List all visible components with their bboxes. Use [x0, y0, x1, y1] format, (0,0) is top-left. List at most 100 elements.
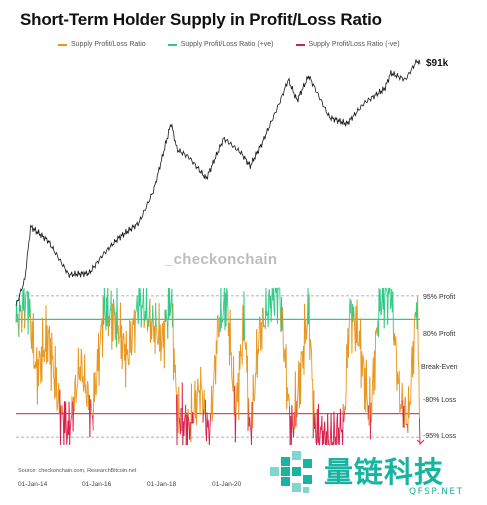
- ratio-segment: [395, 336, 397, 349]
- ratio-segment: [263, 324, 266, 327]
- ratio-segment: [131, 325, 134, 350]
- ratio-segment: [291, 405, 293, 423]
- ratio-segment: [80, 348, 83, 356]
- logo-chinese-text: 量链科技: [324, 455, 445, 489]
- ratio-segment: [94, 371, 97, 395]
- ratio-segment: [253, 394, 256, 402]
- ratio-segment: [211, 402, 214, 422]
- ratio-segment: [319, 435, 321, 446]
- chart-title: Short-Term Holder Supply in Profit/Loss …: [20, 10, 382, 29]
- ratio-segment: [413, 329, 415, 375]
- ratio-segment: [258, 316, 260, 337]
- ratio-segment: [243, 291, 245, 340]
- legend-swatch-positive: [167, 43, 177, 46]
- ratio-segment: [345, 390, 347, 411]
- ratio-segment: [152, 305, 154, 325]
- ratio-segment: [306, 323, 308, 333]
- ratio-segment: [118, 337, 120, 344]
- ratio-segment: [139, 287, 142, 302]
- ratio-segment: [385, 287, 387, 291]
- ratio-segment: [186, 409, 189, 446]
- ratio-segment: [214, 355, 216, 358]
- ratio-segment: [70, 415, 72, 423]
- ratio-segment: [210, 413, 212, 416]
- legend-label-positive: Supply Profit/Loss Ratio (+ve): [180, 41, 274, 48]
- ratio-segment: [417, 296, 419, 359]
- ratio-segment: [209, 415, 211, 430]
- ratio-segment: [178, 386, 180, 418]
- ratio-segment: [409, 397, 412, 406]
- ratio-segment: [29, 314, 32, 339]
- ratio-segment: [257, 336, 260, 354]
- ratio-segment: [404, 396, 406, 399]
- ratio-segment: [90, 400, 93, 409]
- ratio-segment: [353, 306, 355, 318]
- ratio-segment: [85, 384, 87, 404]
- ratio-segment: [200, 385, 203, 389]
- ratio-segment: [380, 300, 383, 315]
- ratio-segment: [71, 395, 74, 402]
- legend-swatch-negative: [295, 43, 305, 46]
- ratio-segment: [135, 305, 138, 312]
- ratio-segment: [25, 292, 27, 295]
- ratio-segment: [201, 388, 203, 395]
- ratio-segment: [405, 397, 407, 425]
- ratio-segment: [222, 301, 225, 314]
- ratio-segment: [238, 350, 240, 420]
- ratio-segment: [259, 316, 261, 320]
- ratio-segment: [69, 422, 72, 430]
- ratio-segment: [119, 336, 121, 338]
- ratio-segment: [200, 366, 202, 386]
- ratio-segment: [305, 331, 308, 341]
- ratio-segment: [183, 420, 185, 437]
- ratio-segment: [418, 368, 420, 419]
- ref-label-95-profit: 95% Profit: [423, 294, 456, 301]
- ratio-segment: [220, 287, 222, 329]
- ratio-segment: [184, 414, 186, 421]
- ratio-segment: [207, 420, 210, 432]
- ratio-segment: [212, 383, 214, 403]
- ratio-segment: [279, 287, 281, 312]
- logo-english-text: QFSP.NET: [409, 487, 464, 497]
- ratio-segment: [300, 351, 302, 405]
- ratio-segment: [398, 370, 401, 414]
- ratio-segment: [160, 331, 163, 347]
- ratio-segment: [401, 382, 404, 401]
- ratio-segment: [47, 333, 49, 362]
- ratio-segment: [333, 411, 336, 434]
- ratio-segment: [66, 436, 68, 445]
- ratio-segment: [170, 301, 172, 309]
- ratio-segment: [297, 384, 299, 397]
- ratio-segment: [339, 408, 342, 427]
- ratio-segment: [80, 348, 82, 381]
- ratio-segment: [371, 378, 374, 397]
- ratio-segment: [151, 322, 153, 340]
- ratio-segment: [234, 414, 237, 443]
- ratio-segment: [277, 287, 279, 324]
- ratio-segment: [128, 363, 130, 366]
- ratio-segment: [143, 288, 145, 328]
- ratio-segment: [403, 396, 406, 429]
- ratio-segment: [240, 344, 242, 356]
- ratio-segment: [39, 350, 41, 358]
- ratio-segment: [212, 377, 215, 384]
- ratio-segment: [69, 429, 71, 446]
- ratio-segment: [65, 401, 67, 428]
- ratio-segment: [24, 293, 27, 311]
- ratio-segment: [397, 372, 399, 385]
- ratio-segment: [47, 329, 50, 334]
- ratio-segment: [361, 354, 364, 377]
- ratio-segment: [51, 332, 53, 360]
- x-tick-2020: 01-Jan-20: [212, 481, 242, 488]
- ratio-segment: [386, 290, 388, 293]
- ratio-segment: [310, 345, 312, 351]
- ratio-segment: [292, 422, 294, 431]
- ratio-segment: [327, 438, 330, 446]
- ratio-segment: [272, 288, 275, 309]
- ratio-segment: [225, 288, 228, 327]
- ratio-segment: [324, 421, 326, 445]
- ratio-segment: [91, 408, 93, 416]
- ratio-segment: [353, 317, 356, 332]
- ratio-segment: [76, 385, 79, 387]
- legend-item-positive: Supply Profit/Loss Ratio (+ve): [167, 41, 274, 48]
